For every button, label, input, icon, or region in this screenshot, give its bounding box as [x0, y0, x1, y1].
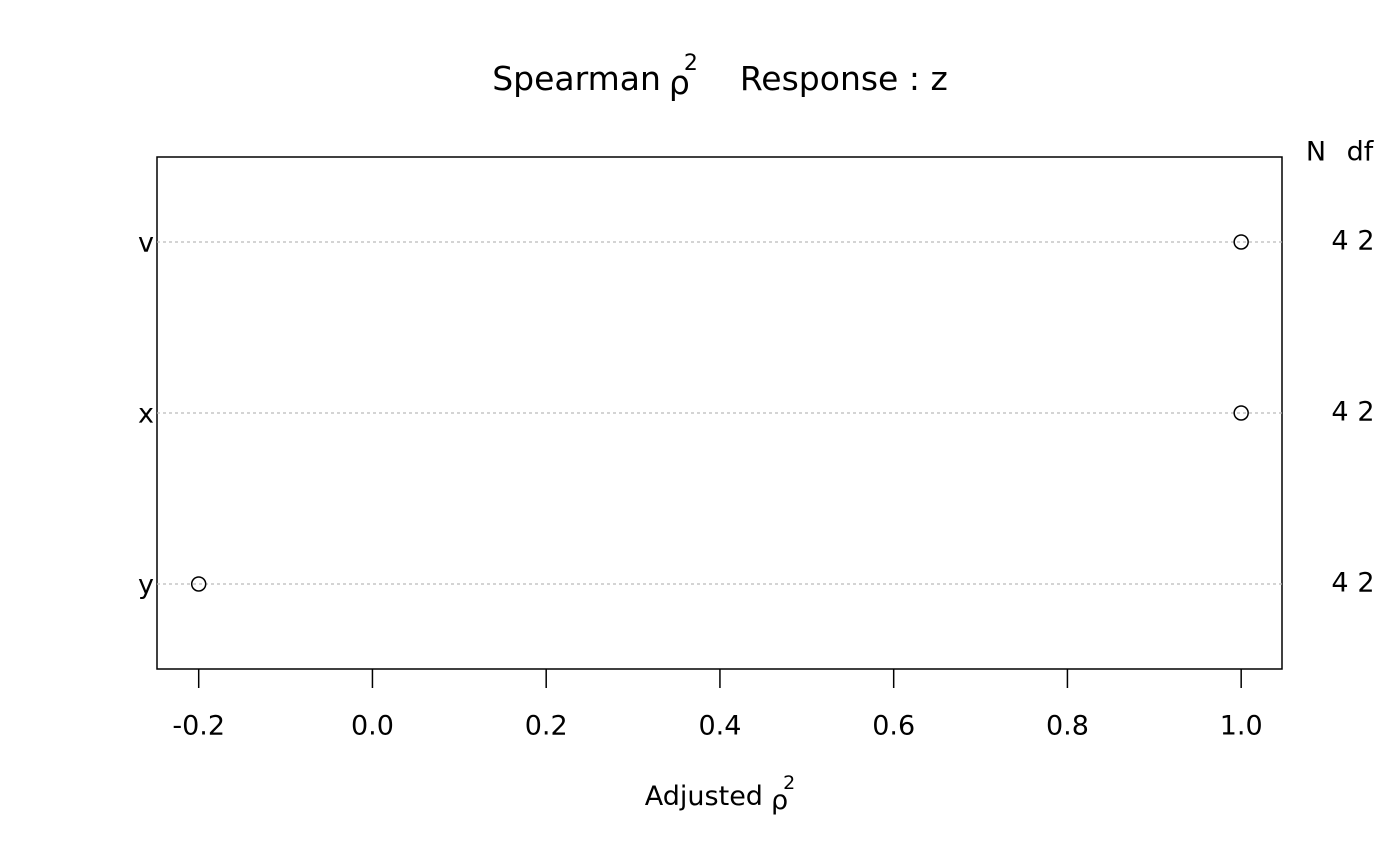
n-value: 4 — [1331, 568, 1348, 599]
x-tick-label: 0.0 — [351, 711, 394, 742]
chart-title: Spearman ρ2 Response : z — [492, 51, 948, 102]
x-tick-label: 0.6 — [872, 711, 915, 742]
x-tick-label: -0.2 — [172, 711, 225, 742]
dot — [1233, 234, 1249, 250]
dot — [190, 576, 207, 592]
title-symbol: ρ — [669, 63, 690, 102]
x-label-symbol: ρ — [771, 785, 788, 816]
x-tick-label: 0.2 — [525, 711, 568, 742]
df-value: 2 — [1357, 226, 1374, 257]
x-label-text: Adjusted — [645, 781, 763, 812]
x-label-superscript: 2 — [783, 772, 795, 794]
category-label: y — [138, 570, 154, 601]
category-label: x — [138, 399, 154, 430]
df-header: df — [1347, 137, 1375, 168]
x-tick-label: 0.8 — [1046, 711, 1089, 742]
x-axis-label: Adjusted ρ2 — [645, 772, 795, 816]
title-response: Response : z — [740, 59, 948, 98]
df-value: 2 — [1357, 568, 1374, 599]
category-label: v — [138, 228, 154, 259]
title-superscript: 2 — [684, 51, 698, 76]
dot — [1233, 405, 1249, 421]
df-value: 2 — [1357, 397, 1374, 428]
x-tick-label: 0.4 — [698, 711, 741, 742]
x-tick-label: 1.0 — [1220, 711, 1263, 742]
n-header: N — [1306, 137, 1326, 168]
n-value: 4 — [1331, 397, 1348, 428]
title-text: Spearman — [492, 59, 661, 98]
n-value: 4 — [1331, 226, 1348, 257]
